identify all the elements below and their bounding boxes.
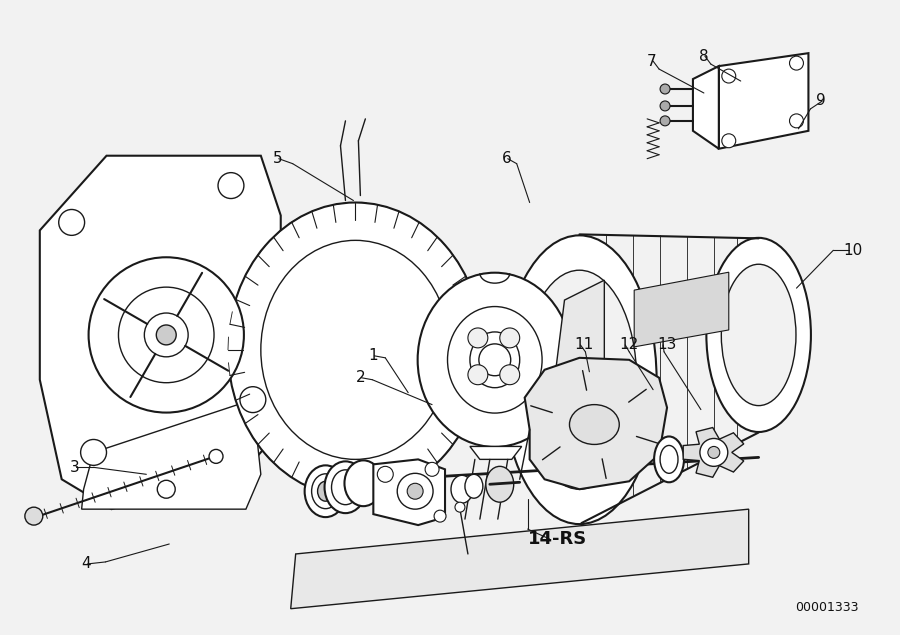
Circle shape: [660, 84, 670, 94]
Text: 13: 13: [657, 337, 677, 352]
Circle shape: [425, 462, 439, 476]
Polygon shape: [693, 66, 719, 149]
Circle shape: [240, 387, 266, 413]
Circle shape: [722, 134, 735, 148]
Ellipse shape: [325, 462, 366, 513]
Text: 6: 6: [502, 151, 511, 166]
Ellipse shape: [228, 203, 483, 497]
Circle shape: [377, 466, 393, 482]
Circle shape: [660, 116, 670, 126]
Text: 8: 8: [699, 49, 708, 64]
Circle shape: [434, 510, 446, 522]
Text: 00001333: 00001333: [795, 601, 859, 613]
Circle shape: [500, 364, 519, 385]
Ellipse shape: [654, 436, 684, 482]
Polygon shape: [719, 53, 808, 149]
Text: 7: 7: [647, 53, 657, 69]
Text: 12: 12: [619, 337, 638, 352]
Circle shape: [479, 344, 510, 376]
Circle shape: [397, 473, 433, 509]
Polygon shape: [82, 399, 261, 509]
Text: 9: 9: [816, 93, 826, 109]
Circle shape: [789, 56, 804, 70]
Circle shape: [119, 287, 214, 383]
Ellipse shape: [570, 404, 619, 444]
Text: 14-RS: 14-RS: [527, 530, 587, 548]
Text: 11: 11: [574, 337, 594, 352]
Circle shape: [144, 313, 188, 357]
Text: 10: 10: [843, 243, 862, 258]
Circle shape: [81, 439, 106, 465]
Circle shape: [468, 364, 488, 385]
Text: 5: 5: [273, 151, 283, 166]
Polygon shape: [291, 509, 749, 609]
Circle shape: [58, 210, 85, 236]
Ellipse shape: [465, 474, 483, 498]
Circle shape: [209, 450, 223, 464]
Polygon shape: [554, 280, 604, 479]
Ellipse shape: [522, 271, 636, 489]
Polygon shape: [634, 272, 729, 347]
Text: 1: 1: [368, 349, 378, 363]
Polygon shape: [683, 427, 743, 478]
Circle shape: [88, 257, 244, 413]
Ellipse shape: [470, 332, 519, 388]
Circle shape: [700, 439, 728, 466]
Ellipse shape: [502, 236, 657, 524]
Polygon shape: [374, 459, 445, 525]
Circle shape: [708, 446, 720, 458]
Circle shape: [455, 502, 465, 512]
Ellipse shape: [304, 465, 347, 517]
Circle shape: [722, 69, 735, 83]
Circle shape: [158, 480, 176, 498]
Ellipse shape: [706, 238, 811, 432]
Ellipse shape: [660, 445, 678, 473]
Text: 2: 2: [356, 370, 365, 385]
Polygon shape: [40, 156, 281, 509]
Circle shape: [157, 325, 176, 345]
Polygon shape: [525, 358, 667, 489]
Circle shape: [468, 328, 488, 348]
Ellipse shape: [261, 240, 450, 459]
Ellipse shape: [447, 307, 542, 413]
Polygon shape: [470, 446, 522, 459]
Text: 4: 4: [82, 556, 91, 572]
Ellipse shape: [345, 460, 382, 506]
Ellipse shape: [721, 264, 796, 406]
Ellipse shape: [418, 272, 572, 447]
Circle shape: [500, 328, 519, 348]
Ellipse shape: [486, 466, 514, 502]
Circle shape: [218, 173, 244, 199]
Circle shape: [25, 507, 43, 525]
Ellipse shape: [318, 481, 334, 501]
Text: 3: 3: [69, 460, 79, 475]
Ellipse shape: [451, 476, 472, 503]
Ellipse shape: [311, 474, 339, 509]
Ellipse shape: [331, 470, 359, 505]
Circle shape: [407, 483, 423, 499]
Circle shape: [789, 114, 804, 128]
Circle shape: [660, 101, 670, 111]
